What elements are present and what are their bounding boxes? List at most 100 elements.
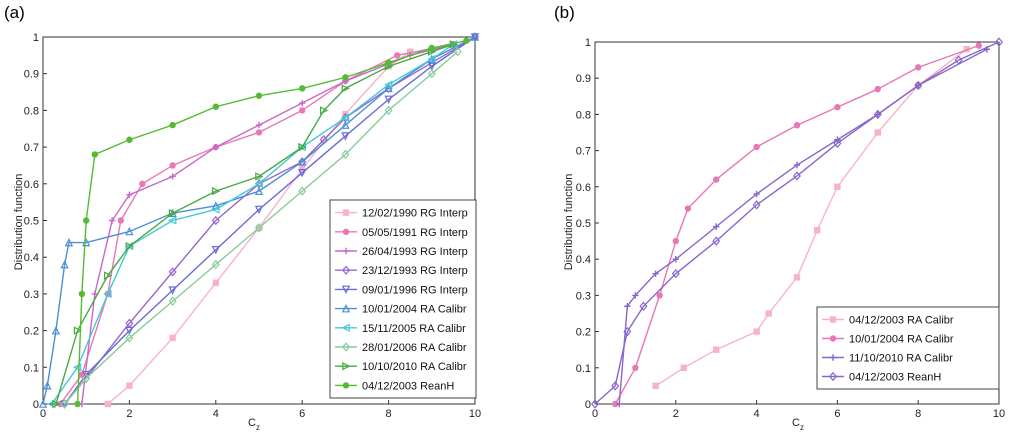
- y-tick-label-b: 0.2: [576, 327, 591, 339]
- legend-swatch-marker: [341, 285, 351, 294]
- legend-b: 04/12/2003 RA Calibr 10/01/2004 RA Calibr…: [816, 306, 1000, 390]
- legend-box: [816, 306, 1000, 390]
- data-point: [671, 268, 680, 279]
- data-point: [427, 54, 436, 64]
- x-tick-label-b: 8: [915, 408, 921, 420]
- legend-swatch-marker: [829, 354, 837, 361]
- data-point: [453, 46, 462, 57]
- data-point: [632, 292, 639, 299]
- y-tick-label-a: 0.5: [24, 216, 39, 228]
- data-point: [834, 183, 841, 190]
- data-point: [340, 113, 350, 122]
- data-point: [463, 37, 470, 44]
- data-point: [672, 237, 679, 245]
- legend-swatch-marker: [342, 382, 350, 389]
- series-line: [594, 41, 1000, 405]
- x-tick-label-a: 6: [299, 408, 305, 420]
- series-line: [64, 36, 476, 405]
- data-point: [611, 381, 620, 391]
- data-point: [793, 171, 801, 181]
- data-point: [74, 400, 81, 408]
- data-point: [624, 303, 631, 310]
- data-point: [168, 208, 178, 218]
- legend-label: 04/12/2003 ReanH: [362, 380, 454, 392]
- legend-label: 28/01/2006 RA Calibr: [362, 342, 467, 354]
- data-point: [73, 363, 82, 372]
- y-tick-label-b: 0: [585, 399, 591, 411]
- legend-swatch-marker: [342, 342, 350, 352]
- data-point: [427, 68, 436, 79]
- data-point: [47, 399, 56, 409]
- legend-label: 04/12/2003 ReanH: [849, 372, 941, 384]
- plot-area-a: 0 2 4 6 8 10 0 0.1 0.2 0.3 0.4 0.5 0.6 0.7 0.8 0.9 1 12/0…: [24, 32, 481, 420]
- y-tick-label-b: 0.1: [576, 363, 591, 375]
- data-point: [169, 334, 176, 342]
- data-point: [64, 237, 74, 247]
- data-point: [793, 161, 801, 169]
- data-point: [470, 32, 480, 41]
- data-point: [91, 151, 99, 158]
- x-axis-label-main-b: C: [792, 417, 800, 429]
- x-axis-label-sub-a: z: [256, 423, 260, 432]
- legend-item: 04/12/2003 ReanH: [822, 372, 941, 384]
- x-tick-label-b: 0: [592, 408, 598, 420]
- data-point: [254, 186, 264, 195]
- data-point: [341, 132, 350, 141]
- data-point: [298, 142, 307, 152]
- data-point: [126, 382, 133, 389]
- legend-swatch-marker: [342, 228, 350, 235]
- legend-item: 15/11/2005 RA Calibr: [335, 323, 466, 335]
- legend-item: 28/01/2006 RA Calibr: [335, 342, 467, 354]
- data-point: [212, 186, 221, 196]
- series-line: [64, 51, 459, 405]
- x-axis-label-main-a: C: [248, 417, 256, 429]
- legend-swatch-marker: [829, 371, 837, 382]
- legend-swatch-marker: [341, 323, 350, 332]
- data-point: [591, 399, 599, 409]
- legend-a: 12/02/1990 RG Interp 05/05/1991 RG Interp…: [329, 199, 477, 399]
- y-tick-label-a: 0: [33, 399, 39, 411]
- data-point: [211, 215, 220, 226]
- data-point: [299, 99, 306, 107]
- data-point: [975, 42, 982, 49]
- data-point: [874, 129, 881, 136]
- x-tick-label-b: 2: [673, 408, 679, 420]
- legend-item: 10/10/2010 RA Calibr: [335, 361, 467, 373]
- series-line: [55, 43, 454, 405]
- y-tick-label-b: 0.7: [576, 146, 591, 158]
- data-point: [342, 74, 349, 81]
- panel-label-b: (b): [554, 3, 575, 22]
- legend-swatch-marker: [342, 362, 351, 371]
- data-point: [672, 256, 679, 263]
- series-line: [614, 44, 980, 405]
- legend-item: 04/12/2003 RA Calibr: [822, 315, 954, 327]
- data-point: [639, 301, 648, 311]
- x-axis-label-sub-b: z: [800, 423, 804, 432]
- data-point: [38, 399, 48, 408]
- y-tick-label-b: 0.5: [576, 218, 591, 230]
- plot-area-b: 0 2 4 6 8 10 0 0.1 0.2 0.3 0.4 0.5 0.6 0.7 0.8 0.9 1 04/1…: [576, 37, 1005, 420]
- legend-swatch-marker: [341, 304, 351, 313]
- data-point: [341, 84, 350, 93]
- y-tick-label-a: 0.8: [24, 105, 39, 117]
- x-tick-label-a: 4: [213, 408, 219, 420]
- legend-item: 10/01/2004 RA Calibr: [822, 334, 954, 346]
- data-point: [623, 326, 632, 337]
- data-point: [298, 168, 307, 178]
- x-tick-label-a: 0: [40, 408, 46, 420]
- legend-label: 11/10/2010 RA Calibr: [849, 353, 953, 365]
- data-point: [82, 373, 91, 384]
- legend-label: 09/01/1996 RG Interp: [362, 284, 468, 296]
- y-tick-label-b: 0.4: [576, 254, 591, 266]
- data-point: [51, 326, 61, 335]
- data-point: [211, 246, 220, 255]
- y-tick-label-b: 0.9: [576, 73, 591, 85]
- data-point: [60, 399, 69, 409]
- legend-item: 05/05/1991 RG Interp: [335, 227, 468, 239]
- data-point: [60, 259, 69, 269]
- data-point: [384, 80, 393, 89]
- data-point: [212, 103, 219, 110]
- data-point: [255, 129, 263, 136]
- x-tick-label-a: 8: [386, 408, 392, 420]
- data-point: [713, 346, 720, 353]
